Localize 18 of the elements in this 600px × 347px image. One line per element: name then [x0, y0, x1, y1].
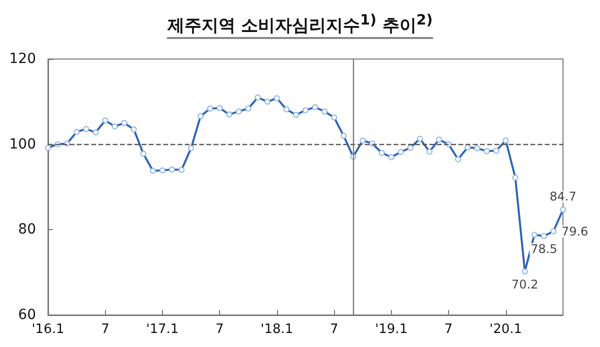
y-tick-label: 100 — [9, 136, 36, 152]
x-tick-label: 7 — [101, 322, 110, 337]
y-tick-label: 80 — [18, 222, 36, 238]
x-tick-label: '16.1 — [32, 322, 64, 337]
data-label: 84.7 — [550, 190, 576, 204]
data-label: 70.2 — [511, 277, 538, 292]
x-tick-label: '19.1 — [375, 322, 408, 337]
x-tick-label: '20.1 — [490, 322, 522, 337]
data-label: 78.5 — [530, 242, 558, 256]
x-tick-label: 7 — [444, 322, 453, 337]
x-tick-label: 7 — [216, 322, 224, 337]
y-tick-label: 120 — [9, 51, 36, 67]
chart-title: 제주지역 소비자심리지수$^{1)}$ 추이$^{2)}$ — [167, 12, 433, 38]
data-label: 79.6 — [561, 224, 588, 238]
x-tick-label: '17.1 — [146, 322, 179, 337]
x-tick-label: 7 — [330, 322, 338, 337]
x-tick-label: '18.1 — [260, 322, 294, 337]
y-tick-label: 60 — [18, 307, 36, 323]
